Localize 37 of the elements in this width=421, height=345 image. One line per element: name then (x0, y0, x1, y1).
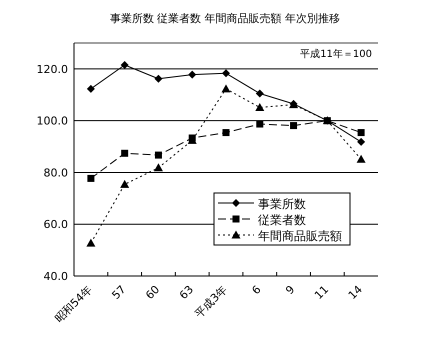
point (154, 163, 163, 172)
y-tick-label: 60.0 (44, 218, 68, 232)
y-tick-label: 100.0 (36, 114, 68, 128)
x-tick-label: 57 (109, 282, 128, 302)
legend-label: 事業所数 (258, 197, 306, 211)
point (154, 152, 162, 159)
legend-label: 年間商品販売額 (258, 229, 342, 243)
point (120, 180, 130, 188)
y-tick-label: 40.0 (44, 270, 68, 283)
x-tick-label: 11 (312, 282, 332, 302)
legend-label: 従業者数 (258, 213, 306, 227)
point (357, 138, 366, 146)
point (358, 129, 365, 136)
point (120, 61, 129, 70)
point (255, 102, 264, 111)
y-tick-label: 120.0 (36, 62, 68, 76)
point (356, 154, 366, 163)
x-tick-label: 60 (143, 282, 162, 302)
chart-title: 事業所数 従業者数 年間商品販売額 年次別推移 (110, 12, 340, 25)
point (188, 70, 196, 79)
point (222, 84, 230, 92)
point (86, 84, 95, 93)
point (86, 238, 96, 247)
point (87, 174, 94, 182)
y-tick-label: 80.0 (44, 166, 68, 180)
x-tick-label: 6 (249, 282, 264, 298)
point (121, 150, 128, 157)
x-tick-label: 14 (346, 282, 365, 302)
point (290, 122, 298, 130)
point (222, 129, 230, 136)
x-tick-label: 昭和54年 (52, 282, 95, 326)
x-tick-label: 9 (283, 282, 298, 298)
point (256, 89, 264, 98)
point (222, 69, 230, 78)
annotation: 平成11年＝100 (300, 48, 372, 60)
point (256, 120, 264, 128)
point (154, 74, 162, 83)
